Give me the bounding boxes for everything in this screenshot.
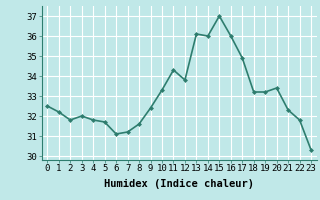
X-axis label: Humidex (Indice chaleur): Humidex (Indice chaleur) (104, 179, 254, 189)
